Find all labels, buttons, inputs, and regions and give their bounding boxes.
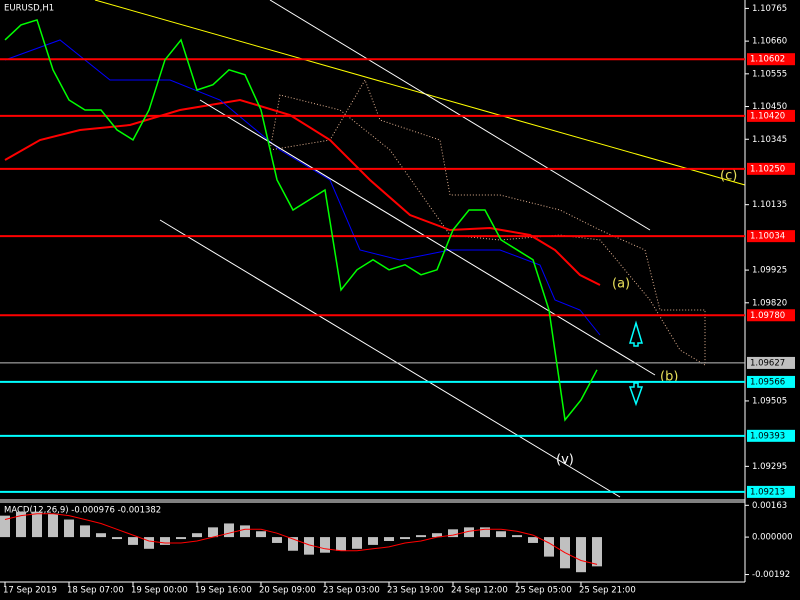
channel-line	[199, 99, 656, 376]
y-tick-label: 1.09925	[752, 266, 787, 276]
macd-bar	[96, 533, 106, 538]
macd-bar	[16, 511, 26, 538]
y-tick-label: 1.09505	[752, 396, 787, 406]
y-tick-label: 1.10345	[752, 135, 787, 145]
macd-bar	[320, 537, 330, 553]
y-tick-label: 0.000000	[752, 533, 793, 543]
level-label-box	[747, 485, 795, 498]
macd-bar	[400, 537, 410, 540]
annotation: (b)	[660, 370, 678, 385]
x-tick-label: 25 Sep 21:00	[579, 586, 636, 596]
x-tick-label: 18 Sep 07:00	[67, 586, 124, 596]
macd-bar	[416, 535, 426, 538]
macd-bar	[160, 537, 170, 545]
macd-bar	[464, 527, 474, 538]
macd-bar	[272, 537, 282, 543]
macd-bar	[448, 529, 458, 538]
macd-bar	[576, 537, 586, 573]
macd-bar	[64, 519, 74, 538]
level-label-box	[747, 162, 795, 175]
macd-signal	[4, 513, 598, 565]
macd-bar	[32, 511, 42, 538]
channel-line	[159, 219, 621, 498]
x-tick-label: 24 Sep 12:00	[451, 586, 508, 596]
down-arrow	[628, 382, 644, 407]
macd-bar	[544, 537, 554, 557]
macd-bar	[112, 537, 122, 540]
macd-bar	[176, 537, 186, 540]
up-arrow	[628, 320, 644, 347]
level-label: 1.09566	[750, 377, 785, 387]
y-tick-label: 1.09820	[752, 298, 787, 308]
x-tick-label: 17 Sep 2019	[3, 586, 57, 596]
level-label-box	[747, 53, 795, 66]
level-label: 1.09627	[750, 358, 785, 368]
macd-bar	[368, 537, 378, 545]
macd-bar	[336, 537, 346, 551]
x-tick-label: 19 Sep 00:00	[131, 586, 188, 596]
level-label: 1.10602	[750, 55, 785, 65]
macd-bar	[224, 523, 234, 538]
level-label: 1.10420	[750, 111, 785, 121]
level-label-box	[747, 309, 795, 322]
macd-bar	[80, 525, 90, 538]
y-tick-label: 1.10135	[752, 200, 787, 210]
level-label-box	[747, 356, 795, 369]
macd-bar	[592, 537, 602, 567]
macd-bar	[304, 537, 314, 555]
x-tick-label: 20 Sep 09:00	[259, 586, 316, 596]
level-label-box	[747, 230, 795, 243]
macd-bar	[192, 533, 202, 538]
x-tick-label: 23 Sep 03:00	[323, 586, 380, 596]
level-label: 1.10250	[750, 164, 785, 174]
macd-bar	[352, 537, 362, 549]
level-label: 1.09393	[750, 431, 785, 441]
x-tick-label: 25 Sep 05:00	[515, 586, 572, 596]
x-tick-label: 19 Sep 16:00	[195, 586, 252, 596]
price-line	[4, 18, 598, 422]
macd-bar	[208, 527, 218, 538]
moving-average	[4, 98, 601, 286]
y-tick-label: -0.00192	[752, 570, 790, 580]
macd-bar	[528, 537, 538, 543]
macd-bar	[256, 531, 266, 538]
annotation: (a)	[612, 277, 630, 292]
macd-bar	[496, 531, 506, 538]
x-tick-label: 23 Sep 19:00	[387, 586, 444, 596]
kijun-line	[4, 39, 601, 336]
annotation: (c)	[720, 169, 737, 184]
y-tick-label: 1.10450	[752, 102, 787, 112]
level-label: 1.09780	[750, 311, 785, 321]
macd-bar	[288, 537, 298, 551]
y-tick-label: 1.09295	[752, 462, 787, 472]
level-label-box	[747, 109, 795, 122]
trendline	[94, 0, 746, 186]
y-tick-label: 0.00163	[752, 501, 787, 511]
y-tick-label: 1.10660	[752, 37, 787, 47]
level-label-box	[747, 375, 795, 388]
level-label-box	[747, 429, 795, 442]
macd-bar	[128, 537, 138, 545]
macd-bar	[432, 533, 442, 538]
macd-title: MACD(12,26,9) -0.000976 -0.001382	[4, 506, 161, 516]
level-label: 1.09213	[750, 487, 785, 497]
level-label: 1.10034	[750, 232, 785, 242]
drawings	[4, 0, 746, 498]
y-tick-label: 1.10555	[752, 69, 787, 79]
chart-title: EURUSD,H1	[4, 4, 54, 14]
macd-bar	[384, 537, 394, 541]
macd-bar	[144, 537, 154, 549]
macd-bar	[48, 513, 58, 538]
macd-bar	[0, 515, 10, 538]
macd-bar	[480, 527, 490, 538]
macd-bar	[512, 535, 522, 538]
macd-bar	[240, 525, 250, 538]
annotation: (v)	[556, 453, 574, 468]
y-tick-label: 1.10765	[752, 4, 787, 14]
